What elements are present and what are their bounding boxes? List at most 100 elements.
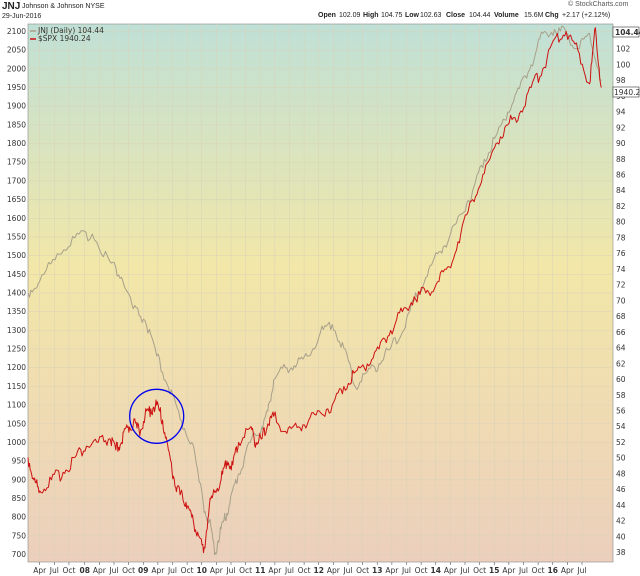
x-tick-label: 16 <box>548 566 558 575</box>
right-tick-label: 64 <box>616 344 626 353</box>
x-tick-label: Oct <box>298 566 311 575</box>
x-tick-label: 12 <box>314 566 324 575</box>
x-tick-label: Jul <box>225 566 235 575</box>
right-tick-label: 74 <box>616 265 626 274</box>
left-tick-label: 2100 <box>7 27 26 36</box>
chart-header: JNJ Johnson & Johnson NYSE 29-Jun-2016 O… <box>0 0 640 24</box>
right-tick-label: 44 <box>616 501 626 510</box>
jnj-series-line <box>27 25 602 556</box>
x-tick-label: 15 <box>489 566 499 575</box>
x-tick-label: Apr <box>210 566 224 575</box>
right-tick-label: 68 <box>616 312 626 321</box>
left-tick-label: 950 <box>12 457 27 466</box>
x-tick-label: Oct <box>415 566 428 575</box>
x-tick-label: Jul <box>284 566 294 575</box>
x-tick-label: 09 <box>138 566 148 575</box>
x-tick-label: Oct <box>356 566 369 575</box>
left-tick-label: 2000 <box>7 64 26 73</box>
right-tick-label: 76 <box>616 249 626 258</box>
close-label: Close <box>446 12 466 19</box>
left-tick-label: 1600 <box>7 214 26 223</box>
x-tick-label: Apr <box>268 566 282 575</box>
right-tick-label: 58 <box>616 391 626 400</box>
right-tick-label: 54 <box>616 422 626 431</box>
grid-lines <box>28 24 613 562</box>
right-tick-label: 38 <box>616 548 626 557</box>
chg-value: +2.17 (+2.12%) <box>562 12 611 19</box>
low-value: 102.63 <box>420 12 442 19</box>
high-value: 104.75 <box>381 12 403 19</box>
x-tick-label: 10 <box>197 566 207 575</box>
left-tick-label: 800 <box>12 513 27 522</box>
left-tick-label: 900 <box>12 475 27 484</box>
right-axis: 38 40 42 44 46 48 50 52 54 56 58 60 62 64 66 68 70 72 74 76… <box>616 45 631 557</box>
right-tick-label: 82 <box>616 202 626 211</box>
low-label: Low <box>405 12 419 19</box>
jnj-last-badge: 104.44 <box>615 28 640 37</box>
spx-last-badge: 1940.24 <box>614 88 640 97</box>
x-tick-label: Jul <box>108 566 118 575</box>
left-tick-label: 1850 <box>7 120 26 129</box>
right-tick-label: 86 <box>616 171 626 180</box>
right-tick-label: 98 <box>616 76 626 85</box>
volume-label: Volume <box>494 12 519 19</box>
right-tick-label: 102 <box>616 45 631 54</box>
right-tick-label: 92 <box>616 123 626 132</box>
right-tick-label: 90 <box>616 139 626 148</box>
open-value: 102.09 <box>339 12 361 19</box>
x-tick-label: Apr <box>93 566 107 575</box>
highlight-circle <box>129 388 185 444</box>
left-tick-label: 1100 <box>7 401 26 410</box>
right-tick-label: 84 <box>616 186 626 195</box>
left-tick-label: 1000 <box>7 438 26 447</box>
right-tick-label: 88 <box>616 155 626 164</box>
left-tick-label: 1200 <box>7 363 26 372</box>
left-tick-label: 1400 <box>7 289 26 298</box>
high-label: High <box>363 12 379 19</box>
x-tick-label: Oct <box>239 566 252 575</box>
x-tick-label: 13 <box>372 566 382 575</box>
x-tick-label: Jul <box>576 566 586 575</box>
right-tick-label: 40 <box>616 532 626 541</box>
x-tick-label: Jul <box>49 566 59 575</box>
close-value: 104.44 <box>469 12 491 19</box>
legend-jnj-label: JNJ (Daily) 104.44 <box>37 26 104 35</box>
left-tick-label: 1900 <box>7 102 26 111</box>
x-tick-label: Jul <box>518 566 528 575</box>
left-tick-label: 1650 <box>7 195 26 204</box>
legend: JNJ (Daily) 104.44 $SPX 1940.24 <box>30 26 104 43</box>
x-tick-label: Oct <box>62 566 75 575</box>
right-tick-label: 52 <box>616 438 626 447</box>
right-tick-label: 80 <box>616 218 626 227</box>
x-tick-label: Apr <box>151 566 165 575</box>
right-tick-label: 56 <box>616 406 626 415</box>
date-label: 29-Jun-2016 <box>2 13 42 20</box>
left-tick-label: 1550 <box>7 232 26 241</box>
x-tick-label: Apr <box>502 566 516 575</box>
volume-value: 15.6M <box>524 12 544 19</box>
right-tick-label: 72 <box>616 281 626 290</box>
x-tick-label: Apr <box>561 566 575 575</box>
company-label: Johnson & Johnson NYSE <box>22 3 105 10</box>
x-tick-label: Oct <box>532 566 545 575</box>
series-lines <box>27 25 602 556</box>
last-value-badges: 104.44 1940.24 <box>612 26 640 98</box>
left-tick-label: 1300 <box>7 326 26 335</box>
right-tick-label: 78 <box>616 233 626 242</box>
x-tick-label: Oct <box>473 566 486 575</box>
x-tick-label: Jul <box>401 566 411 575</box>
x-tick-label: Jul <box>167 566 177 575</box>
left-tick-label: 1450 <box>7 270 26 279</box>
x-tick-label: Apr <box>33 566 47 575</box>
left-tick-label: 750 <box>12 531 27 540</box>
left-tick-label: 1500 <box>7 251 26 260</box>
left-tick-label: 850 <box>12 494 27 503</box>
chg-label: Chg <box>545 12 559 19</box>
right-tick-label: 66 <box>616 328 626 337</box>
open-label: Open <box>318 12 336 19</box>
left-tick-label: 1800 <box>7 139 26 148</box>
x-tick-label: 11 <box>255 566 265 575</box>
left-axis: 700 750 800 850 900 950 1000 1050 1100 1150 1200 12… <box>7 27 26 559</box>
x-tick-label: Jul <box>459 566 469 575</box>
